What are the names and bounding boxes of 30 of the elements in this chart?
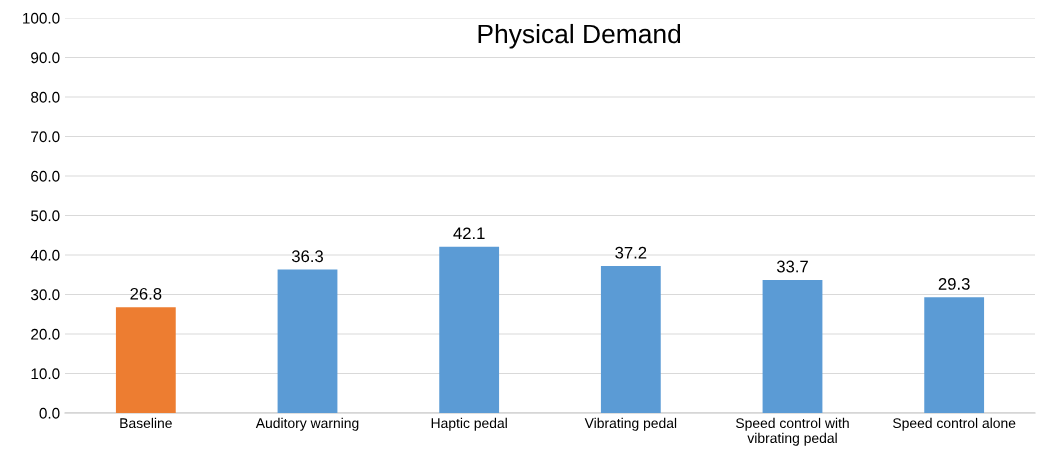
data-label: 36.3 (291, 250, 323, 263)
y-tick-label: 60.0 (31, 170, 60, 182)
y-tick-label: 50.0 (31, 210, 60, 222)
y-tick-label: 70.0 (31, 131, 60, 143)
x-tick-label: Vibrating pedal (584, 417, 677, 431)
x-tick-label: Haptic pedal (431, 417, 507, 431)
y-tick-label: 0.0 (39, 407, 60, 419)
x-tick-label: Speed control alone (893, 417, 1016, 431)
bar (762, 279, 823, 413)
data-label: 37.2 (615, 246, 647, 259)
x-tick-label: Auditory warning (255, 417, 359, 431)
y-tick-label: 80.0 (31, 91, 60, 103)
y-tick-label: 90.0 (31, 52, 60, 64)
bar (277, 269, 338, 413)
y-tick-label: 20.0 (31, 328, 60, 340)
data-label: 29.3 (938, 278, 970, 290)
bar (924, 297, 985, 413)
bar (439, 246, 500, 413)
y-tick-label: 100.0 (23, 12, 60, 24)
data-label: 26.8 (130, 287, 162, 300)
x-tick-label: Baseline (120, 417, 172, 429)
data-label: 42.1 (453, 227, 485, 240)
bar (115, 307, 176, 413)
chart-title: Physical Demand (478, 23, 681, 49)
data-label: 33.7 (776, 260, 808, 273)
bar (600, 266, 661, 413)
y-tick-label: 40.0 (30, 249, 60, 261)
y-tick-label: 10.0 (31, 368, 60, 380)
x-tick-label: Speed control with vibrating pedal (736, 417, 849, 446)
y-tick-label: 30.0 (30, 289, 60, 301)
